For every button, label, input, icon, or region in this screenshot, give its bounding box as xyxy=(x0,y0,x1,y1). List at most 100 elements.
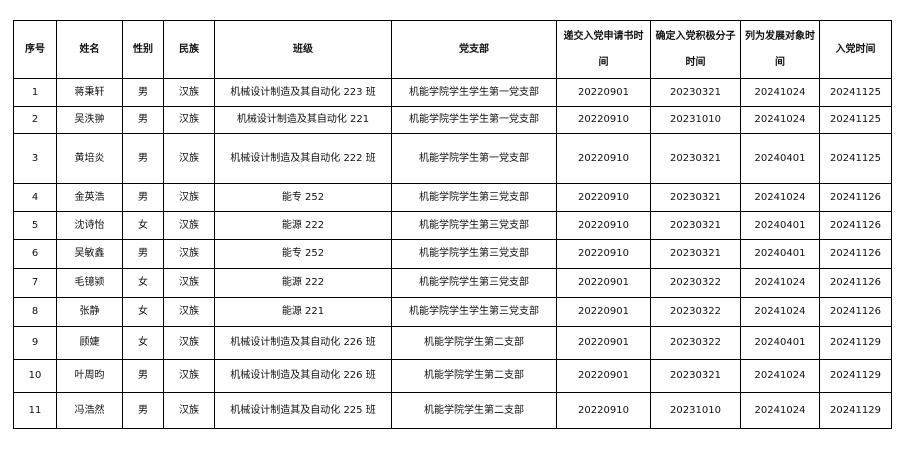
table-cell: 机械设计制造及其自动化 222 班 xyxy=(214,133,392,184)
table-cell: 机械设计制造其及自动化 225 班 xyxy=(214,392,392,429)
table-cell: 机能学院学生学生第三党支部 xyxy=(391,297,557,327)
table-cell: 20241126 xyxy=(819,183,892,212)
table-cell: 叶周昀 xyxy=(56,359,123,393)
table-cell: 20241024 xyxy=(740,392,820,429)
table-row: 7 毛镱颍女汉族 能源 222 机能学院学生第三党支部 20220901 20230322… xyxy=(13,268,892,298)
table-cell: 毛镱颍 xyxy=(56,268,123,298)
table-cell: 20230321 xyxy=(650,211,741,240)
table-cell: 女 xyxy=(122,297,164,327)
table-cell: 20241125 xyxy=(819,78,892,107)
table-cell: 20241024 xyxy=(740,78,820,107)
table-cell: 机能学院学生学生第一党支部 xyxy=(391,106,557,134)
table-cell: 3 xyxy=(13,133,57,184)
table-cell: 男 xyxy=(122,392,164,429)
column-header: 性别 xyxy=(122,20,164,79)
table-cell: 20241126 xyxy=(819,297,892,327)
table-cell: 机能学院学生第三党支部 xyxy=(391,211,557,240)
table-cell: 20241129 xyxy=(819,392,892,429)
table-cell: 机能学院学生第二支部 xyxy=(391,359,557,393)
table-cell: 20241129 xyxy=(819,359,892,393)
table-cell: 顾婕 xyxy=(56,326,123,360)
table-cell: 男 xyxy=(122,133,164,184)
table-cell: 8 xyxy=(13,297,57,327)
table-cell: 沈诗怡 xyxy=(56,211,123,240)
table-cell: 20241024 xyxy=(740,106,820,134)
table-cell: 20241024 xyxy=(740,297,820,327)
header-row: 序号 姓名 性别 民族 班级 党支部 递交入党申请书时间 确定入党积极分子时间 列为发展对象时间… xyxy=(13,20,892,79)
table-cell: 女 xyxy=(122,268,164,298)
table-cell: 汉族 xyxy=(163,106,215,134)
table-cell: 20230322 xyxy=(650,297,741,327)
table-cell: 11 xyxy=(13,392,57,429)
table-cell: 20220901 xyxy=(556,268,651,298)
table-cell: 20220901 xyxy=(556,297,651,327)
table-cell: 机能学院学生第二支部 xyxy=(391,326,557,360)
table-cell: 20231010 xyxy=(650,392,741,429)
table-row: 9 顾婕女汉族 机械设计制造及其自动化 226 班机能学院学生第二支部 2022090… xyxy=(13,326,892,360)
table-cell: 20230321 xyxy=(650,239,741,269)
table-row: 11 冯浩然男汉族 机械设计制造其及自动化 225 班机能学院学生第二支部 20220… xyxy=(13,392,892,429)
table-cell: 汉族 xyxy=(163,183,215,212)
table-cell: 20241024 xyxy=(740,183,820,212)
table-cell: 机械设计制造及其自动化 223 班 xyxy=(214,78,392,107)
table-cell: 汉族 xyxy=(163,268,215,298)
table-cell: 能专 252 xyxy=(214,183,392,212)
table-cell: 蒋秉轩 xyxy=(56,78,123,107)
table-cell: 汉族 xyxy=(163,297,215,327)
table-row: 8 张静女汉族 能源 221 机能学院学生学生第三党支部 20220901 2023032… xyxy=(13,297,892,327)
table-cell: 20230321 xyxy=(650,78,741,107)
table-cell: 机能学院学生第三党支部 xyxy=(391,239,557,269)
column-header: 民族 xyxy=(163,20,215,79)
table-cell: 20230322 xyxy=(650,326,741,360)
table-cell: 张静 xyxy=(56,297,123,327)
table-cell: 冯浩然 xyxy=(56,392,123,429)
table-cell: 女 xyxy=(122,211,164,240)
table-cell: 20241125 xyxy=(819,106,892,134)
table-cell: 机能学院学生第二支部 xyxy=(391,392,557,429)
table-cell: 男 xyxy=(122,359,164,393)
table-row: 3 黄培炎男汉族 机械设计制造及其自动化 222 班机能学院学生第一党支部 20220… xyxy=(13,133,892,184)
table-cell: 汉族 xyxy=(163,326,215,360)
table-cell: 20230322 xyxy=(650,268,741,298)
table-cell: 20220910 xyxy=(556,239,651,269)
table-row: 10 叶周昀男汉族 机械设计制造及其自动化 226 班机能学院学生第二支部 20220… xyxy=(13,359,892,393)
column-header: 班级 xyxy=(214,20,392,79)
table-cell: 男 xyxy=(122,106,164,134)
table-row: 6 吴敏鑫男汉族 能专 252 机能学院学生第三党支部 20220910 20230321… xyxy=(13,239,892,269)
table-cell: 20220910 xyxy=(556,211,651,240)
table-cell: 机械设计制造及其自动化 226 班 xyxy=(214,326,392,360)
table-cell: 20241024 xyxy=(740,359,820,393)
table-cell: 20230321 xyxy=(650,183,741,212)
table-cell: 10 xyxy=(13,359,57,393)
table-cell: 机能学院学生第一党支部 xyxy=(391,133,557,184)
table-row: 1 蒋秉轩男汉族 机械设计制造及其自动化 223 班机能学院学生学生第一党支部 202… xyxy=(13,78,892,107)
table-cell: 20231010 xyxy=(650,106,741,134)
table-cell: 20220901 xyxy=(556,326,651,360)
table-cell: 吴敏鑫 xyxy=(56,239,123,269)
table-cell: 7 xyxy=(13,268,57,298)
party-members-table: 序号 姓名 性别 民族 班级 党支部 递交入党申请书时间 确定入党积极分子时间 列为发展对象时间… xyxy=(13,20,892,429)
table-cell: 汉族 xyxy=(163,78,215,107)
table-cell: 能源 222 xyxy=(214,268,392,298)
table-cell: 20241129 xyxy=(819,326,892,360)
table-cell: 20230321 xyxy=(650,359,741,393)
table-cell: 男 xyxy=(122,239,164,269)
table-cell: 20220901 xyxy=(556,78,651,107)
table-cell: 能源 221 xyxy=(214,297,392,327)
table-cell: 机能学院学生第三党支部 xyxy=(391,268,557,298)
table-cell: 汉族 xyxy=(163,211,215,240)
table-cell: 女 xyxy=(122,326,164,360)
column-header: 党支部 xyxy=(391,20,557,79)
table-cell: 20241126 xyxy=(819,239,892,269)
table-cell: 机能学院学生学生第一党支部 xyxy=(391,78,557,107)
table-cell: 20220910 xyxy=(556,392,651,429)
table-cell: 20240401 xyxy=(740,326,820,360)
table-cell: 能专 252 xyxy=(214,239,392,269)
table-cell: 9 xyxy=(13,326,57,360)
table-cell: 能源 222 xyxy=(214,211,392,240)
column-header: 确定入党积极分子时间 xyxy=(650,20,741,79)
column-header: 列为发展对象时间 xyxy=(740,20,820,79)
table-cell: 汉族 xyxy=(163,359,215,393)
table-cell: 2 xyxy=(13,106,57,134)
table-cell: 20220910 xyxy=(556,183,651,212)
